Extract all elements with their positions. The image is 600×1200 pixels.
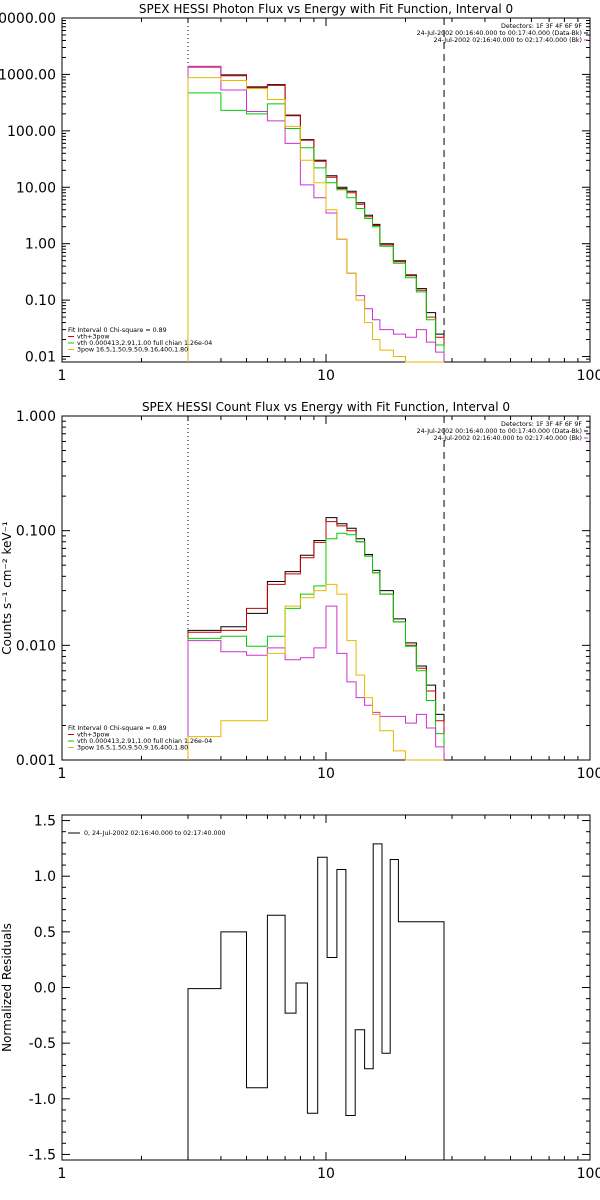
y-axis-label: Normalized Residuals (0, 923, 14, 1052)
y-tick-label: 0.100 (16, 524, 56, 540)
x-tick-label: 1 (58, 766, 67, 782)
y-tick-label: 1.000 (16, 409, 56, 425)
y-tick-label: 1.00 (25, 237, 56, 253)
x-tick-label: 10 (317, 368, 335, 384)
y-tick-label: 1.0 (34, 869, 56, 885)
header-annotation: Detectors: 1F 3F 4F 6F 9F (501, 421, 582, 428)
header-annotation: Detectors: 1F 3F 4F 6F 9F (501, 23, 582, 30)
series-line-2 (187, 92, 445, 362)
y-tick-label: -1.5 (29, 1147, 56, 1163)
y-tick-label: 0.01 (25, 350, 56, 366)
y-tick-label: 100.00 (7, 124, 56, 140)
panel-0: SPEX HESSI Photon Flux vs Energy with Fi… (0, 2, 600, 384)
x-tick-label: 1 (58, 1166, 67, 1182)
y-tick-label: 10.00 (16, 180, 56, 196)
legend-entry: 3pow 16.5,1.50,9.50,9.16,400,1.80 (77, 745, 188, 752)
legend-entry: Fit Interval 0 Chi-square = 0.89 (68, 327, 167, 334)
x-tick-label: 10 (317, 766, 335, 782)
chart-title: SPEX HESSI Count Flux vs Energy with Fit… (142, 400, 510, 414)
legend-entry: vth 0.000413,2.91,1.00 full chian 1.26e-… (77, 340, 212, 347)
y-tick-label: 0.001 (16, 753, 56, 769)
legend-entry: vth+3pow (77, 334, 109, 341)
y-tick-label: 1000.00 (0, 67, 56, 83)
header-annotation: 24-Jul-2002 00:16:40.000 to 00:17:40.000… (417, 428, 582, 435)
y-tick-label: 0.5 (34, 925, 56, 941)
y-tick-label: 0.0 (34, 981, 56, 997)
legend-entry: Fit Interval 0 Chi-square = 0.89 (68, 725, 167, 732)
y-tick-label: 10000.00 (0, 11, 56, 27)
y-tick-label: 1.5 (34, 814, 56, 830)
x-tick-label: 100 (577, 1166, 600, 1182)
legend-entry: vth+3pow (77, 732, 109, 739)
x-tick-label: 100 (577, 766, 600, 782)
panel-2: Normalized Residuals 1 10 100 -1.5 -1.0 -0.5 0.… (0, 814, 600, 1182)
legend-entry: 3pow 16.5,1.50,9.50,9.16,400,1.80 (77, 347, 188, 354)
series-line-1 (187, 66, 445, 362)
x-tick-label: 100 (577, 368, 600, 384)
y-axis-label: Counts s⁻¹ cm⁻² keV⁻¹ (0, 521, 14, 655)
y-tick-label: -1.0 (29, 1092, 56, 1108)
plot-frame (61, 814, 591, 1161)
header-annotation: 24-Jul-2002 00:16:40.000 to 00:17:40.000… (417, 30, 582, 37)
series-line-2 (187, 532, 445, 760)
chart-title: SPEX HESSI Photon Flux vs Energy with Fi… (139, 2, 513, 16)
header-annotation: 24-Jul-2002 02:16:40.000 to 02:17:40.000… (434, 37, 582, 44)
y-tick-label: 0.010 (16, 638, 56, 654)
legend-entry: 0, 24-Jul-2002 02:16:40.000 to 02:17:40.… (84, 830, 225, 837)
panel-1: SPEX HESSI Count Flux vs Energy with Fit… (0, 400, 600, 782)
header-annotation: 24-Jul-2002 02:16:40.000 to 02:17:40.000… (434, 435, 582, 442)
series-line-3 (187, 605, 445, 760)
series-line-4 (187, 583, 444, 761)
y-tick-label: 0.10 (25, 293, 56, 309)
y-tick-label: -0.5 (29, 1036, 56, 1052)
legend-entry: vth 0.000413,2.91,1.00 full chian 1.26e-… (77, 738, 212, 745)
series-line-4 (187, 77, 444, 363)
series-line-0 (187, 843, 445, 1160)
x-tick-label: 1 (58, 368, 67, 384)
x-tick-label: 10 (317, 1166, 335, 1182)
